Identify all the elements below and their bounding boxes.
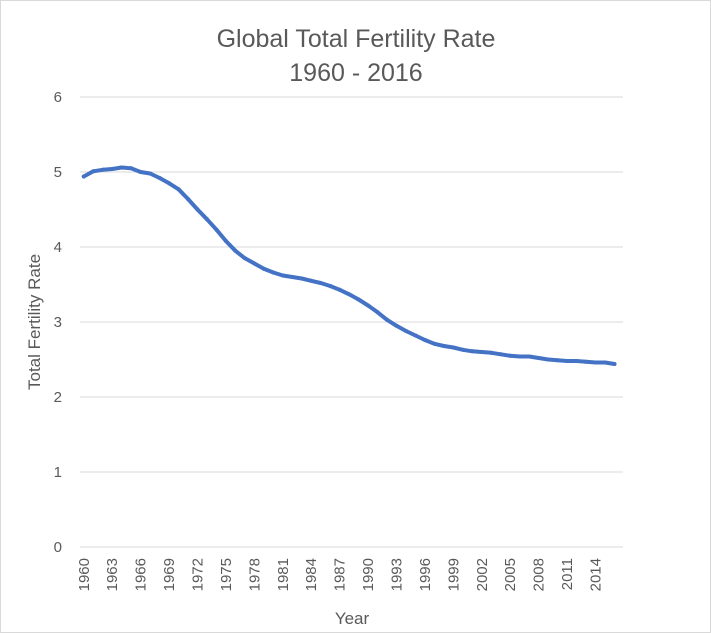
- data-point: [517, 354, 522, 359]
- data-point: [129, 166, 134, 171]
- data-point: [470, 349, 475, 354]
- data-point: [337, 287, 342, 292]
- data-point: [110, 167, 115, 171]
- data-point: [100, 167, 105, 172]
- data-point: [489, 350, 494, 355]
- data-point: [555, 358, 560, 363]
- data-point: [186, 197, 190, 201]
- y-tick-label: 2: [54, 389, 62, 406]
- data-point: [205, 217, 209, 222]
- x-tick-label: 1975: [218, 558, 235, 591]
- gridlines: [80, 96, 623, 548]
- data-point: [233, 248, 238, 253]
- y-axis-ticks: 0 1 2 3 4 5 6: [54, 89, 62, 556]
- data-point: [451, 345, 456, 350]
- data-point: [479, 350, 484, 354]
- data-point: [527, 354, 532, 359]
- x-tick-label: 1996: [417, 558, 434, 591]
- x-tick-label: 1960: [76, 558, 93, 591]
- y-tick-label: 4: [54, 239, 62, 256]
- x-tick-label: 1990: [360, 558, 377, 591]
- data-point: [375, 310, 380, 315]
- data-point: [81, 174, 86, 179]
- data-point: [574, 359, 579, 363]
- x-tick-label: 2005: [502, 558, 519, 591]
- data-point: [91, 169, 96, 174]
- data-point: [195, 207, 200, 212]
- data-point: [546, 357, 551, 362]
- data-point: [252, 261, 257, 266]
- data-point: [404, 329, 408, 333]
- x-tick-label: 1972: [190, 558, 207, 591]
- data-point: [299, 276, 304, 281]
- y-tick-label: 1: [54, 464, 62, 481]
- x-tick-label: 1963: [104, 558, 121, 591]
- x-tick-label: 1978: [246, 558, 263, 591]
- y-axis-label: Total Fertility Rate: [25, 254, 44, 390]
- data-point: [584, 359, 588, 364]
- data-point: [280, 273, 285, 278]
- data-point: [271, 270, 276, 275]
- data-point: [119, 165, 124, 170]
- data-point: [441, 344, 446, 348]
- chart-title: Global Total Fertility Rate: [217, 25, 496, 53]
- data-point: [214, 227, 219, 232]
- data-point: [593, 360, 598, 365]
- data-point: [565, 359, 570, 363]
- chart-subtitle: 1960 - 2016: [289, 59, 422, 87]
- x-tick-label: 1993: [389, 558, 406, 591]
- data-point: [422, 338, 427, 342]
- x-axis-ticks: 1960 1963 1966 1969 1972 1975 1978 1981 1984 1987…: [76, 558, 605, 591]
- x-tick-label: 2014: [588, 558, 605, 591]
- data-point: [508, 353, 513, 358]
- data-point: [356, 297, 361, 302]
- data-point: [148, 171, 153, 176]
- series-line-0: [81, 165, 617, 366]
- x-tick-label: 1966: [133, 558, 150, 591]
- data-point: [309, 278, 314, 283]
- x-tick-label: 2002: [474, 558, 491, 591]
- data-point: [460, 347, 465, 352]
- series-layer: [81, 165, 617, 366]
- y-tick-label: 5: [54, 164, 62, 181]
- data-point: [498, 352, 503, 357]
- y-tick-label: 3: [54, 314, 62, 331]
- x-tick-label: 2008: [531, 558, 548, 591]
- x-tick-label: 1987: [332, 558, 349, 591]
- data-point: [167, 181, 172, 186]
- data-point: [318, 281, 323, 285]
- data-point: [347, 292, 352, 297]
- data-point: [176, 187, 181, 192]
- x-tick-label: 2011: [559, 558, 576, 590]
- data-point: [432, 341, 437, 346]
- data-point: [536, 356, 541, 360]
- data-point: [223, 239, 228, 243]
- x-axis-label: Year: [335, 609, 370, 628]
- data-point: [138, 170, 143, 174]
- y-tick-label: 0: [54, 539, 62, 556]
- data-point: [394, 323, 399, 328]
- y-tick-label: 6: [54, 89, 62, 106]
- data-point: [603, 360, 607, 365]
- data-point: [290, 275, 295, 279]
- data-point: [413, 333, 418, 338]
- x-tick-label: 1999: [445, 558, 462, 591]
- data-point: [328, 284, 333, 288]
- data-point: [366, 303, 371, 308]
- data-point: [157, 176, 162, 180]
- data-point: [261, 266, 266, 271]
- x-tick-label: 1969: [161, 558, 178, 591]
- data-point: [242, 256, 247, 261]
- x-tick-label: 1984: [303, 558, 320, 591]
- data-point: [612, 362, 617, 366]
- data-point: [385, 317, 389, 322]
- x-tick-label: 1981: [275, 558, 292, 591]
